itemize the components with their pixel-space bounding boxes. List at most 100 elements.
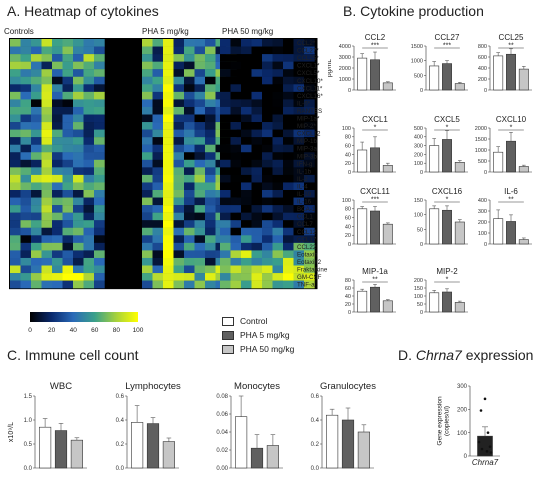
heatmap-cell bbox=[220, 99, 231, 108]
y-tick-label: 300 bbox=[414, 144, 423, 150]
bar bbox=[429, 65, 440, 91]
heatmap-cell bbox=[73, 273, 84, 281]
heatmap-cell bbox=[20, 84, 32, 93]
heatmap-row-label: Eotaxin2 bbox=[297, 259, 322, 266]
y-tick-label: 400 bbox=[414, 135, 423, 141]
heatmap-cell bbox=[10, 144, 21, 153]
heatmap-cell bbox=[142, 257, 153, 266]
y-tick-label: 4000 bbox=[339, 44, 351, 50]
heatmap-cell bbox=[304, 84, 315, 93]
heatmap-cell bbox=[283, 159, 294, 168]
heatmap-cell bbox=[283, 84, 294, 93]
heatmap-cell bbox=[251, 174, 263, 183]
heatmap-cell bbox=[241, 129, 252, 138]
heatmap-cell bbox=[10, 242, 21, 251]
heatmap-cell bbox=[10, 167, 21, 176]
heatmap-cell bbox=[184, 242, 195, 251]
heatmap-cell bbox=[241, 152, 252, 160]
heatmap-cell bbox=[152, 99, 164, 108]
heatmap-cell bbox=[293, 76, 305, 85]
heatmap-cell bbox=[41, 220, 53, 228]
bar bbox=[382, 82, 393, 91]
heatmap-cell bbox=[152, 39, 164, 47]
heatmap-cell bbox=[272, 235, 284, 244]
heatmap-cell bbox=[184, 106, 195, 115]
heatmap-cell bbox=[205, 250, 216, 259]
heatmap-cell bbox=[10, 190, 21, 198]
heatmap-cell bbox=[293, 159, 305, 168]
heatmap-cell bbox=[10, 235, 21, 244]
heatmap-cell bbox=[272, 99, 284, 108]
heatmap-cell bbox=[262, 122, 273, 130]
heatmap-cell bbox=[20, 273, 32, 281]
heatmap-cell bbox=[304, 265, 315, 274]
heatmap-cell bbox=[94, 212, 105, 221]
heatmap-cell bbox=[41, 39, 53, 47]
heatmap-cell bbox=[205, 265, 216, 274]
heatmap-cell bbox=[31, 129, 42, 138]
heatmap-cell bbox=[262, 106, 273, 115]
heatmap-cell bbox=[241, 265, 252, 274]
y-tick-label: 200 bbox=[457, 407, 468, 413]
y-tick-label: 600 bbox=[478, 55, 487, 61]
heatmap-cell bbox=[83, 76, 95, 85]
heatmap-cell bbox=[220, 212, 231, 221]
heatmap-row-label: CCL22 bbox=[297, 244, 317, 251]
heatmap-cell bbox=[10, 137, 21, 145]
chart-title: Granulocytes bbox=[320, 381, 376, 392]
heatmap-cell bbox=[83, 190, 95, 198]
heatmap-cell bbox=[62, 220, 74, 228]
heatmap-cell bbox=[241, 227, 252, 236]
heatmap-cell bbox=[83, 159, 95, 168]
y-tick-label: 200 bbox=[414, 278, 423, 284]
heatmap-cell bbox=[41, 280, 53, 289]
heatmap-cell bbox=[173, 257, 185, 266]
immune-cell-charts: WBC 0.0 0.5 1.0 1.5 x10⁹/L Lymphocytes 0.0 0.2 0.… bbox=[8, 381, 376, 472]
heatmap-cell bbox=[20, 174, 32, 183]
heatmap-cell bbox=[163, 257, 174, 266]
heatmap-cell bbox=[94, 39, 105, 47]
chart-title: CXCL16 bbox=[432, 187, 463, 196]
heatmap-cell bbox=[230, 280, 242, 289]
heatmap-cell bbox=[205, 61, 216, 70]
heatmap-cell bbox=[251, 280, 263, 289]
heatmap-cell bbox=[94, 280, 105, 289]
heatmap-cell bbox=[205, 242, 216, 251]
heatmap-cell bbox=[94, 152, 105, 160]
heatmap-cell bbox=[184, 114, 195, 123]
heatmap-cell bbox=[293, 273, 305, 281]
legend-label: Control bbox=[240, 316, 268, 326]
heatmap-row-label: MIP-3a bbox=[297, 146, 318, 153]
heatmap-cell bbox=[142, 250, 153, 259]
heatmap-cell bbox=[52, 257, 63, 266]
heatmap-cell bbox=[62, 76, 74, 85]
heatmap-cell bbox=[283, 250, 294, 259]
bar bbox=[370, 286, 380, 313]
heatmap-cell bbox=[262, 159, 273, 168]
heatmap-cell bbox=[31, 273, 42, 281]
heatmap-cell bbox=[41, 265, 53, 274]
heatmap-cell bbox=[20, 280, 32, 289]
heatmap-cell bbox=[304, 39, 315, 47]
heatmap-cell bbox=[184, 159, 195, 168]
bar bbox=[54, 430, 68, 469]
bar bbox=[429, 145, 440, 173]
y-tick-label: 80 bbox=[345, 278, 351, 284]
bar bbox=[506, 53, 516, 91]
heatmap-cell bbox=[283, 265, 294, 274]
heatmap-cell bbox=[283, 46, 294, 55]
heatmap-cell bbox=[230, 99, 242, 108]
heatmap-cell bbox=[62, 46, 74, 55]
heatmap-cell bbox=[94, 197, 105, 206]
heatmap-cell bbox=[73, 152, 84, 160]
heatmap-cell bbox=[173, 174, 185, 183]
heatmap-cell bbox=[142, 167, 153, 176]
heatmap-cell bbox=[220, 76, 231, 85]
heatmap-cell bbox=[173, 250, 185, 259]
heatmap-cell bbox=[152, 137, 164, 145]
heatmap-cell bbox=[304, 205, 315, 213]
heatmap-cell bbox=[220, 257, 231, 266]
heatmap-cell bbox=[304, 152, 315, 160]
heatmap-cell bbox=[163, 76, 174, 85]
heatmap-cell bbox=[194, 280, 206, 289]
